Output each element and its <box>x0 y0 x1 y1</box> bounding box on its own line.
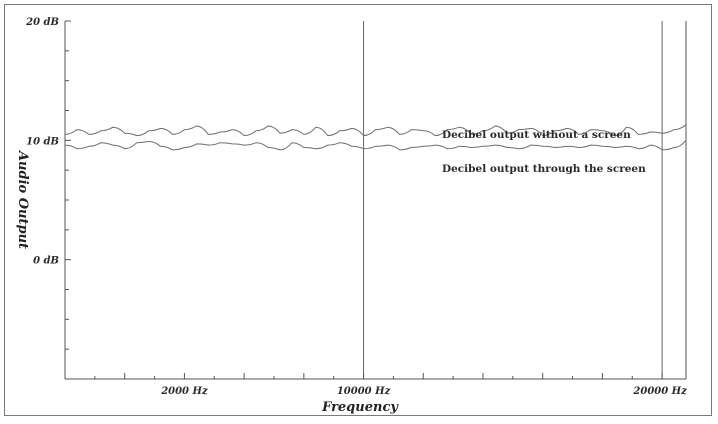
y-tick-label: 10 dB <box>26 136 59 147</box>
labels-layer: 20 dB 10 dB 0 dB 2000 Hz 10000 Hz 20000 Hz Fre… <box>15 17 687 415</box>
y-tick-label: 20 dB <box>25 17 59 28</box>
series-annotation-0: Decibel output without a screen <box>442 129 631 141</box>
y-axis-title: Audio Output <box>15 149 30 249</box>
x-axis-title: Frequency <box>321 400 399 415</box>
series-layer <box>64 124 687 151</box>
y-tick-label: 0 dB <box>33 256 59 267</box>
series-line-1 <box>64 139 687 151</box>
x-tick-label: 20000 Hz <box>632 386 687 397</box>
chart-frame <box>4 4 712 416</box>
axes <box>64 20 687 380</box>
series-annotation-1: Decibel output through the screen <box>442 163 646 175</box>
x-tick-label: 2000 Hz <box>160 386 208 397</box>
series-line-0 <box>64 124 687 137</box>
x-tick-label: 10000 Hz <box>337 386 391 397</box>
